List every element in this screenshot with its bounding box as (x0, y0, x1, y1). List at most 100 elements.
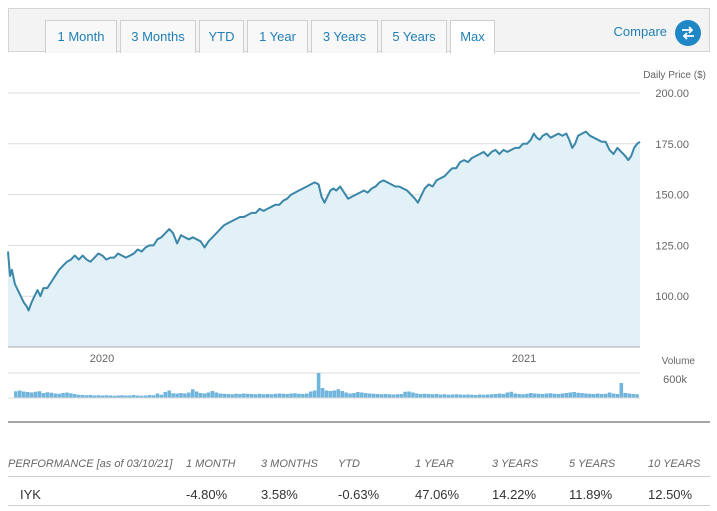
volume-bar (627, 393, 631, 398)
volume-bar (474, 395, 478, 398)
volume-bar (505, 392, 510, 398)
volume-bar (619, 383, 624, 398)
col-1-year: 1 YEAR (415, 458, 454, 470)
volume-bar (544, 393, 549, 398)
tab-ytd[interactable]: YTD (199, 20, 244, 53)
volume-bar (289, 393, 293, 398)
volume-bar (470, 394, 474, 398)
col-3-years: 3 YEARS (492, 458, 539, 470)
volume-bar (69, 393, 73, 398)
performance-header-label: PERFORMANCE [as of 03/10/21] (8, 458, 173, 470)
volume-bar (367, 393, 372, 398)
volume-bar (481, 394, 486, 398)
volume-bar (399, 394, 403, 398)
volume-bar (595, 393, 600, 398)
ticker-symbol: IYK (20, 487, 41, 502)
volume-bar (454, 394, 458, 398)
volume-bar (104, 395, 109, 398)
volume-bar (395, 394, 400, 398)
volume-bar (446, 394, 451, 398)
volume-bar (33, 391, 38, 398)
volume-bar (234, 393, 238, 398)
volume-bar (249, 394, 254, 398)
volume-bar (521, 394, 525, 398)
volume-bar (301, 394, 305, 398)
volume-bar (139, 395, 144, 398)
volume-bar (151, 395, 156, 398)
volume-bar (379, 394, 384, 398)
compare-button[interactable] (675, 20, 701, 46)
volume-tick: 600k (663, 374, 687, 386)
volume-bar (415, 393, 419, 398)
compare-link[interactable]: Compare (613, 24, 667, 39)
perf-3-years: 14.22% (492, 487, 537, 502)
price-line (7, 130, 641, 312)
volume-bar (556, 394, 561, 398)
volume-bar (348, 393, 352, 398)
volume-bar (419, 394, 423, 398)
volume-bar (438, 394, 443, 398)
volume-bar (100, 395, 105, 398)
col-3-months: 3 MONTHS (261, 458, 318, 470)
volume-bar (230, 394, 234, 398)
volume-bar (611, 393, 616, 398)
volume-bar (477, 394, 482, 398)
tab-max[interactable]: Max (450, 20, 495, 54)
volume-bar (206, 392, 211, 398)
volume-bar (96, 395, 101, 398)
tab-3-years[interactable]: 3 Years (311, 20, 378, 53)
volume-bar (218, 393, 223, 398)
volume-bar (171, 393, 175, 398)
volume-bar (599, 394, 604, 398)
volume-bar (214, 392, 219, 398)
volume-bar (493, 394, 498, 398)
volume-bar (183, 393, 187, 398)
y-tick-label: 200.00 (655, 88, 689, 100)
volume-bar (108, 395, 113, 398)
volume-bar (120, 395, 124, 398)
col-5-years: 5 YEARS (569, 458, 616, 470)
volume-bar (615, 394, 620, 398)
volume-bar (371, 393, 376, 398)
volume-bar (533, 393, 537, 398)
volume-bar (116, 395, 120, 398)
volume-bar (458, 394, 462, 398)
volume-bar (572, 392, 576, 398)
y-tick-label: 150.00 (655, 190, 689, 202)
volume-bar (403, 391, 407, 398)
volume-bar (261, 394, 266, 398)
tab-3-months[interactable]: 3 Months (120, 20, 196, 53)
price-area (8, 131, 640, 347)
volume-bar (340, 391, 344, 398)
volume-bar (253, 394, 258, 398)
volume-bar (517, 394, 521, 398)
swap-arrows-icon (682, 26, 694, 40)
volume-bar (84, 395, 89, 398)
tab-1-year[interactable]: 1 Year (247, 20, 308, 53)
volume-bar (179, 393, 183, 398)
y-tick-label: 100.00 (655, 291, 689, 303)
volume-bar (246, 393, 250, 398)
tab-5-years[interactable]: 5 Years (381, 20, 447, 53)
volume-bar (411, 392, 415, 398)
col-1-month: 1 MONTH (186, 458, 236, 470)
volume-bar (529, 393, 533, 398)
volume-bar (422, 393, 427, 398)
volume-bar (316, 373, 321, 398)
volume-bar (14, 391, 18, 398)
volume-bar (356, 392, 360, 398)
volume-bar (580, 393, 584, 398)
volume-bar (163, 392, 168, 398)
volume-bars (14, 373, 639, 398)
volume-bar (450, 394, 455, 398)
volume-bar (135, 395, 140, 398)
volume-bar (588, 393, 592, 398)
volume-bar (175, 393, 179, 398)
volume-bar (360, 392, 364, 398)
volume-bar (497, 393, 502, 398)
volume-bar (564, 393, 569, 398)
volume-bar (194, 391, 199, 398)
volume-bar (375, 394, 380, 398)
volume-bar (623, 393, 628, 398)
tab-1-month[interactable]: 1 Month (45, 20, 117, 53)
